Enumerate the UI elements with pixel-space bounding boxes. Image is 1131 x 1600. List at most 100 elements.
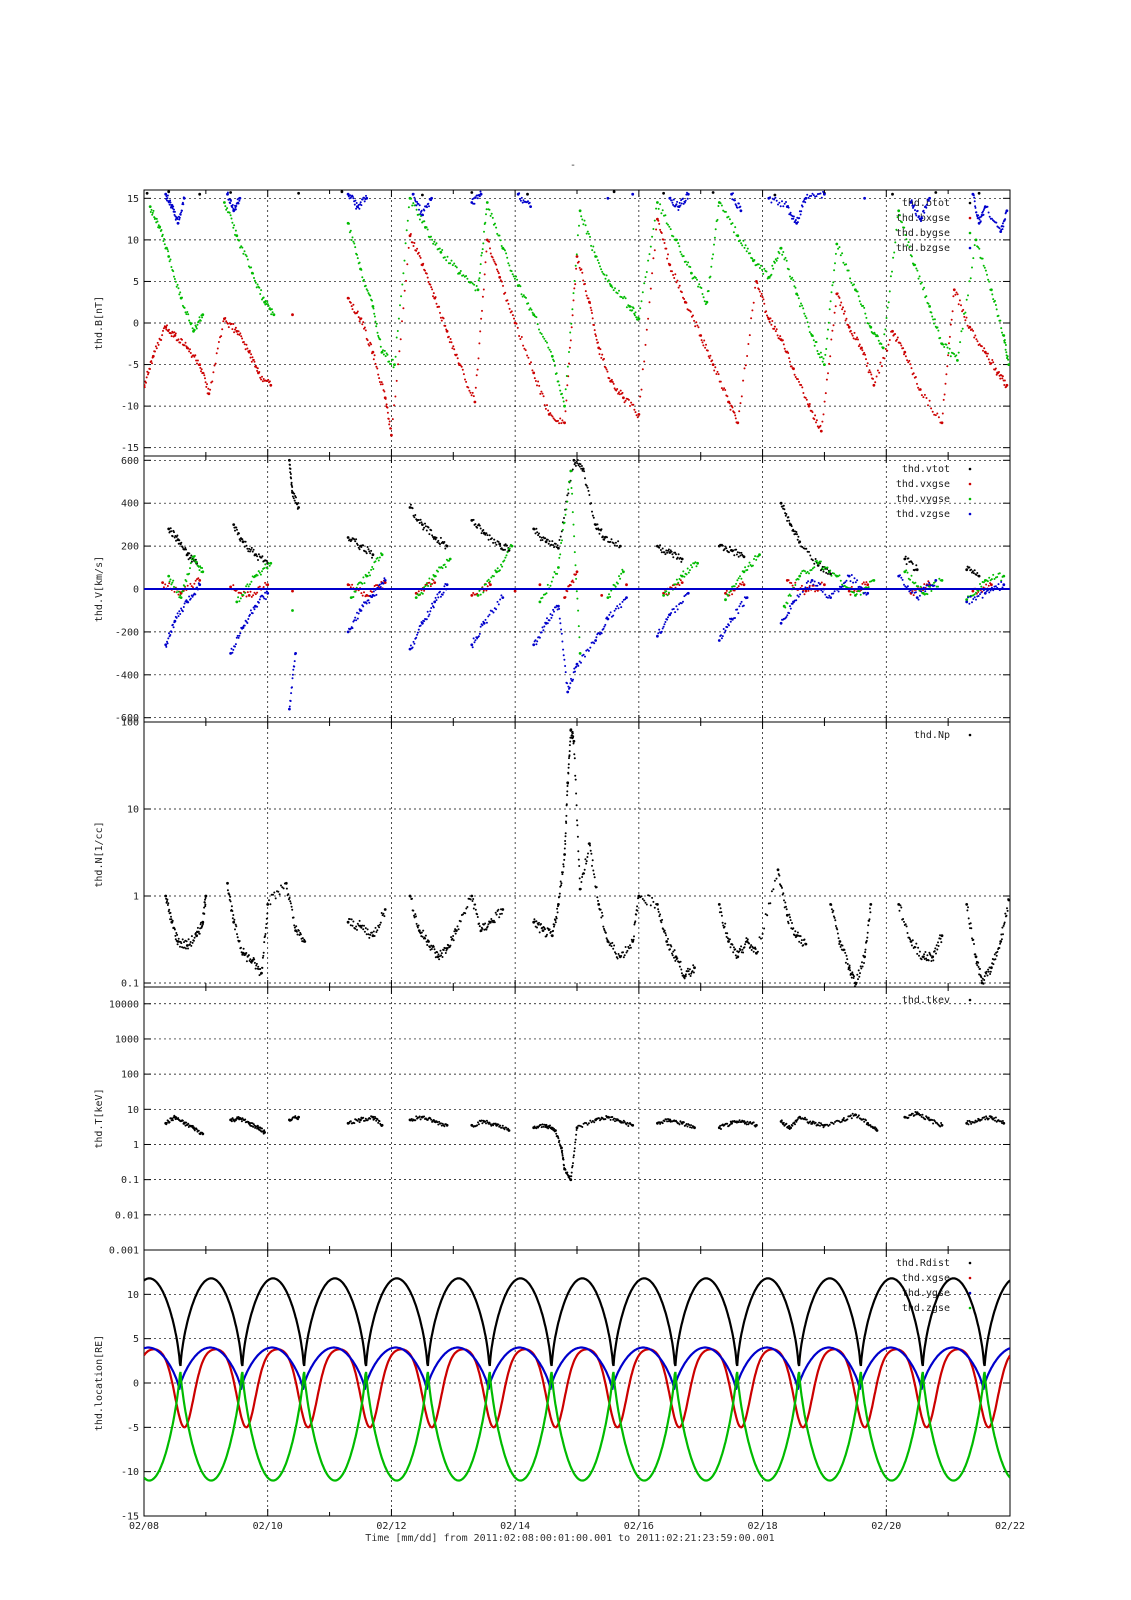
y-tick-label: -400 [115,670,139,681]
data-point [817,581,820,584]
data-point [633,935,635,938]
data-point [349,229,352,232]
data-point [680,291,683,294]
data-point [430,235,432,238]
data-point [418,218,421,221]
data-point [830,903,833,906]
data-point [799,593,802,596]
data-point [356,617,359,620]
data-point [166,585,169,587]
data-point [666,257,669,260]
data-point [262,586,265,588]
data-point [195,934,199,938]
data-point [565,399,568,402]
data-point [373,594,376,597]
data-point [668,225,671,228]
data-point [178,293,181,296]
data-point [644,343,647,346]
data-point [560,542,563,544]
data-point [804,589,808,593]
data-point [911,939,914,942]
data-point [170,918,173,921]
data-point [430,944,433,947]
data-point [192,586,194,589]
data-point [760,292,763,295]
data-point [417,251,420,254]
data-point [988,591,991,594]
data-point [249,609,252,612]
data-point [246,583,249,586]
data-point [852,337,855,340]
data-point [973,336,976,339]
data-point [505,554,508,557]
data-point [189,348,191,351]
data-point [591,864,593,867]
data-point [562,654,565,657]
data-point [851,971,854,974]
y-axis-label: thd.T[keV] [94,1088,105,1148]
data-point [911,562,914,565]
data-point [534,532,537,535]
data-point [684,201,686,204]
top-mark: - [570,160,577,171]
data-point [570,487,573,489]
data-point [949,323,952,326]
data-point [721,921,724,924]
data-point [836,932,839,935]
data-point [261,380,264,383]
data-point [593,876,596,879]
data-point [908,936,911,939]
data-point [250,961,253,964]
data-point [266,591,270,595]
data-point [908,590,911,593]
data-point [546,617,548,620]
data-point [430,948,433,950]
data-point [153,216,156,219]
data-point [473,641,476,644]
data-point [796,221,799,224]
data-point [933,413,936,416]
data-point [688,968,691,971]
data-point [805,398,808,401]
data-point [426,276,429,279]
data-point [744,244,747,247]
y-tick-label: 400 [121,499,139,510]
data-point [290,477,293,480]
data-point [708,357,711,359]
data-point [734,954,737,957]
data-point [225,320,228,323]
data-point [547,346,550,349]
data-point [475,285,478,287]
data-point [767,317,771,321]
data-point [659,544,662,547]
data-point [499,545,502,547]
data-point [164,583,167,586]
data-point [822,357,825,360]
data-point [470,894,474,898]
data-point [448,559,451,562]
data-point [566,785,569,787]
data-point [291,486,294,488]
data-point [791,602,794,605]
data-point [946,346,949,349]
data-point [744,566,747,569]
data-point [567,766,570,769]
data-point [597,262,600,264]
data-point [444,952,447,954]
data-point [233,331,236,334]
data-point [847,966,851,970]
data-point [805,317,808,320]
data-point [163,238,166,240]
data-point [769,902,772,905]
data-point [538,600,542,604]
data-point [423,589,426,592]
data-point [909,940,913,943]
data-point [416,247,419,250]
data-point [788,519,791,522]
data-point [235,526,238,529]
data-point [444,566,447,568]
data-point [597,346,601,350]
data-point [383,390,386,393]
data-point [672,556,675,559]
data-point [726,937,729,940]
